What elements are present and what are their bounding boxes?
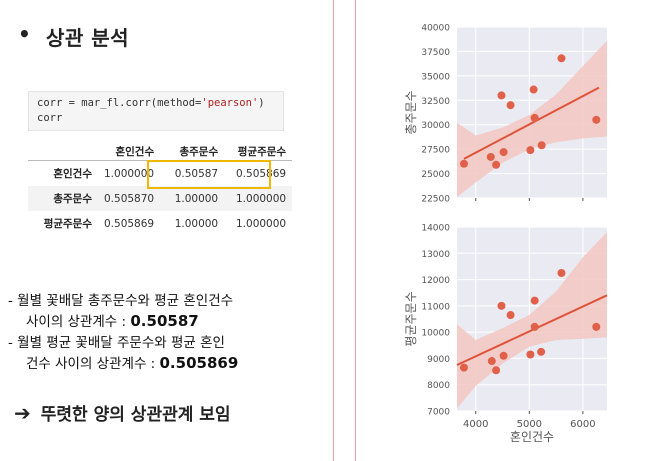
table-corner [28, 142, 98, 161]
note-2-line-1: - 월별 평균 꽃배달 주문수와 평균 혼인 [8, 335, 225, 351]
y-axis-label: 총주문수 [404, 90, 418, 134]
data-point [497, 301, 506, 310]
conclusion-text: 뚜렷한 양의 상관관계 보임 [40, 405, 231, 425]
y-tick-label: 35000 [421, 72, 450, 82]
note-1: - 월별 꽃배달 총주문수와 평균 혼인건수 사이의 상관계수 : 0.5058… [8, 291, 233, 332]
row-header: 혼인건수 [53, 168, 92, 180]
y-tick-label: 40000 [421, 24, 450, 34]
y-tick-label: 30000 [421, 121, 450, 131]
y-tick-label: 11000 [421, 302, 450, 312]
table-cell: 0.505870 [98, 186, 161, 211]
conclusion: ➔ 뚜렷한 양의 상관관계 보임 [14, 400, 231, 425]
note-2-label: 건수 사이의 상관계수 : [26, 356, 160, 372]
y-tick-label: 9000 [427, 355, 450, 365]
note-1-label: 사이의 상관계수 : [26, 314, 131, 330]
table-header-row: 혼인건수 총주문수 평균주문수 [28, 142, 293, 161]
row-header: 총주문수 [28, 186, 98, 211]
divider-line [355, 0, 356, 461]
y-tick-label: 32500 [421, 97, 450, 107]
section-title: 상관 분석 [46, 26, 130, 50]
y-tick-label: 7000 [427, 408, 450, 418]
y-tick-label: 14000 [421, 224, 450, 234]
code-line-1: corr = mar_fl.corr(method='pearson') [37, 96, 283, 111]
data-point [459, 159, 468, 168]
confidence-band [457, 232, 607, 409]
correlation-table: 혼인건수 총주문수 평균주문수 혼인건수 1.000000 0.50587 0.… [28, 142, 293, 236]
data-point [499, 351, 508, 360]
x-axis-label: 혼인건수 [510, 430, 554, 444]
data-point [557, 54, 566, 63]
chart-1: 22500 25000 27500 30000 32500 35000 37500 40000… [404, 24, 607, 205]
col-header: 총주문수 [160, 142, 225, 161]
note-1-line-2: 사이의 상관계수 : 0.50587 [8, 311, 233, 332]
divider-line [333, 0, 334, 461]
table-row: 평균주문수 0.505869 1.00000 1.000000 [28, 211, 292, 236]
data-point [592, 115, 601, 124]
data-point [537, 347, 546, 356]
y-axis-label: 평균주문수 [404, 291, 418, 346]
data-point [459, 363, 468, 372]
table-cell: 1.00000 [160, 186, 225, 211]
note-2-value: 0.505869 [159, 354, 239, 372]
scatter-charts: 22500 25000 27500 30000 32500 35000 37500 40000… [404, 24, 608, 444]
col-header: 혼인건수 [98, 142, 161, 161]
row-header: 평균주문수 [43, 218, 92, 230]
bullet: • [18, 22, 31, 46]
note-2-line-2: 건수 사이의 상관계수 : 0.505869 [8, 353, 238, 374]
data-point [530, 296, 539, 305]
regression-line [463, 86, 600, 160]
data-point [526, 350, 535, 359]
data-point [486, 152, 495, 161]
x-tick-label: 6000 [570, 419, 595, 430]
data-point [530, 113, 539, 122]
y-tick-label: 27500 [421, 146, 450, 156]
table-row: 혼인건수 1.000000 0.50587 0.505869 [28, 161, 292, 187]
highlight-box [147, 160, 271, 189]
table-cell: 1.000000 [224, 186, 293, 211]
code-text-1a: corr = mar_fl.corr(method= [37, 97, 202, 109]
data-point [529, 85, 538, 94]
table-cell: 1.00000 [174, 217, 219, 230]
data-point [506, 101, 515, 110]
data-point [492, 366, 501, 375]
y-tick-label: 37500 [421, 48, 450, 58]
table-cell: 1.000000 [104, 167, 155, 180]
col-header: 평균주문수 [224, 142, 293, 161]
table-cell: 0.505869 [104, 217, 155, 230]
note-1-line-1: - 월별 꽃배달 총주문수와 평균 혼인건수 [8, 293, 234, 309]
table-cell: 0.50587 [174, 167, 219, 180]
y-tick-label: 8000 [427, 381, 450, 391]
data-point [506, 311, 515, 320]
y-tick-label: 12000 [421, 276, 450, 286]
y-tick-label: 25000 [421, 170, 450, 180]
y-tick-label: 13000 [421, 250, 450, 260]
data-point [530, 322, 539, 331]
note-2: - 월별 평균 꽃배달 주문수와 평균 혼인 건수 사이의 상관계수 : 0.5… [8, 333, 238, 374]
table-cell: 0.505869 [236, 167, 287, 180]
data-point [499, 148, 508, 157]
x-tick-label: 4000 [463, 419, 488, 430]
arrow-right-icon: ➔ [14, 401, 31, 425]
y-tick-label: 10000 [421, 329, 450, 339]
data-point [526, 146, 535, 155]
data-point [592, 322, 601, 331]
data-point [492, 160, 501, 169]
note-1-value: 0.50587 [130, 312, 199, 330]
code-text-1b: ) [258, 97, 265, 109]
code-cell: corr = mar_fl.corr(method='pearson') cor… [28, 91, 284, 131]
data-point [537, 141, 546, 150]
chart-2: 7000 8000 9000 10000 11000 12000 13000 14000 400… [404, 224, 608, 444]
code-string: 'pearson' [201, 97, 259, 109]
data-point [557, 269, 566, 277]
regression-line [456, 294, 608, 366]
data-point [487, 357, 496, 366]
table-cell: 1.000000 [236, 217, 287, 230]
y-tick-label: 22500 [421, 195, 450, 205]
table-row: 총주문수 0.505870 1.00000 1.000000 [28, 186, 293, 211]
x-tick-label: 5000 [517, 419, 542, 430]
data-point [497, 91, 506, 100]
code-line-2: corr [37, 112, 63, 124]
